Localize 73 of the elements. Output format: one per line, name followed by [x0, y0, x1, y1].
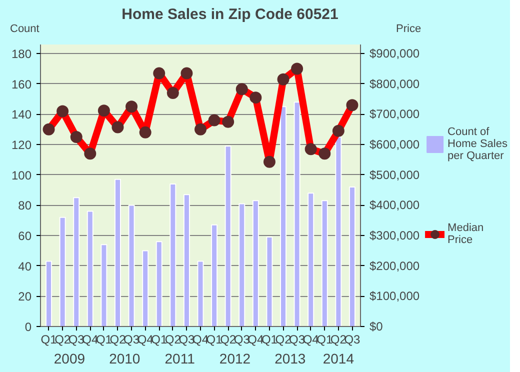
text: 2010	[109, 350, 140, 366]
x-tick-label: Q1	[151, 332, 168, 346]
y-tick-label: 160	[11, 77, 32, 92]
x-tick-label: Q1	[40, 332, 58, 346]
bar	[348, 186, 356, 326]
bar	[46, 260, 52, 326]
x-tick-label: Q4	[82, 332, 98, 346]
bar	[183, 194, 190, 326]
bar	[86, 210, 94, 326]
x-tick-label: Q3	[344, 332, 361, 346]
bar	[156, 241, 162, 326]
y2-axis-title: Price	[396, 22, 422, 37]
bar	[59, 216, 66, 326]
bar	[128, 204, 135, 326]
y-tick-label: 120	[11, 138, 32, 152]
y-tick-label: 20	[18, 290, 32, 304]
bar	[224, 146, 232, 326]
bar	[280, 106, 287, 326]
y-tick-label: 140	[11, 108, 32, 122]
text: 2014	[322, 350, 354, 366]
bar	[321, 200, 328, 326]
y2-tick-label: $500,000	[370, 168, 420, 182]
x-tick-label: Q4	[302, 332, 320, 346]
bar	[73, 197, 80, 326]
bar	[100, 244, 108, 326]
x-tick-label: Q2	[110, 332, 126, 346]
y-tick-label: 180	[11, 47, 32, 62]
bar	[114, 178, 121, 326]
x-tick-label: Q3	[124, 332, 140, 346]
y2-tick-label: $900,000	[370, 46, 420, 61]
chart-title: Home Sales in Zip Code 60521	[122, 5, 338, 25]
y-tick-label: 100	[11, 168, 32, 182]
y2-tick-label: $400,000	[370, 198, 420, 212]
y-tick-label: 40	[18, 259, 32, 274]
x-tick-label: Q2	[275, 332, 292, 346]
bar	[294, 102, 300, 326]
x-tick-label: Q2	[220, 332, 236, 346]
legend-label: Median Price	[448, 222, 484, 246]
bar	[211, 224, 218, 326]
y2-tick-label: $700,000	[370, 107, 420, 122]
bar	[142, 250, 149, 326]
text: 2013	[274, 350, 306, 366]
y2-tick-label: $600,000	[370, 138, 420, 152]
bar	[335, 136, 342, 326]
x-tick-label: Q3	[68, 332, 85, 346]
y-tick-label: 80	[18, 198, 32, 213]
text: 2011	[164, 350, 196, 366]
x-tick-label: Q2	[330, 332, 347, 346]
y-axis-title: Count	[10, 22, 40, 37]
y-tick-label: 60	[18, 229, 32, 244]
x-tick-label: Q1	[96, 332, 112, 346]
y2-tick-label: $200,000	[370, 258, 420, 273]
x-tick-label: Q1	[316, 332, 333, 346]
x-tick-label: Q4	[137, 332, 154, 346]
bar	[252, 200, 259, 326]
x-tick-label: Q2	[54, 332, 71, 346]
y2-tick-label: $800,000	[370, 76, 420, 91]
y2-tick-label: $0	[370, 320, 384, 334]
x-tick-label: Q3	[289, 332, 306, 346]
y-tick-label: 0	[24, 320, 32, 334]
legend-label: Count of Home Sales per Quarter	[448, 126, 508, 162]
x-tick-label: Q1	[206, 332, 223, 346]
text: 2009	[54, 350, 86, 366]
x-tick-label: Q2	[164, 332, 182, 346]
bar	[170, 183, 176, 326]
x-tick-label: Q3	[234, 332, 250, 346]
bar	[266, 236, 273, 326]
bar	[308, 192, 314, 326]
bar	[238, 203, 246, 326]
y2-tick-label: $300,000	[370, 228, 420, 243]
y2-tick-label: $100,000	[370, 289, 420, 304]
text: 2012	[219, 350, 251, 366]
bar	[197, 260, 204, 326]
